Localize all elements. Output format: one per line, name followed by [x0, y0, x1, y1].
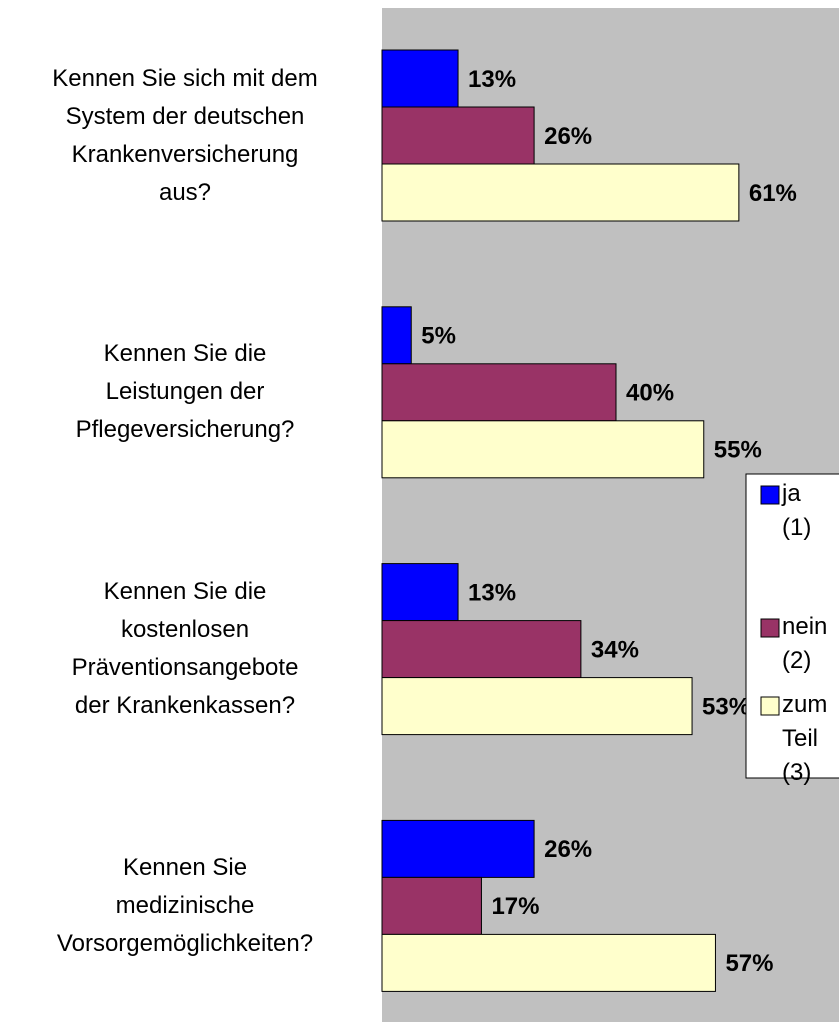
- value-label: 53%: [702, 693, 750, 720]
- legend-label-line: (3): [782, 759, 811, 786]
- bar: [381, 306, 412, 365]
- value-label: 57%: [725, 950, 773, 977]
- bar: [381, 49, 459, 108]
- bar: [381, 163, 740, 222]
- bar: [381, 363, 617, 422]
- value-label: 13%: [468, 66, 516, 93]
- category-label: Kennen Sie sich mit dem System der deuts…: [52, 64, 318, 206]
- bar: [381, 819, 535, 878]
- legend-swatch: [760, 696, 780, 716]
- category-label: Kennen Sie medizinische Vorsorgemöglichk…: [56, 853, 314, 957]
- value-label: 13%: [468, 579, 516, 606]
- value-label: 34%: [591, 636, 639, 663]
- legend-label: zum Teil (3): [782, 691, 827, 786]
- value-label: 61%: [749, 180, 797, 207]
- value-label: 26%: [544, 836, 592, 863]
- bar: [381, 677, 693, 736]
- legend-label: ja (1): [781, 480, 811, 541]
- legend-label-line: (2): [782, 647, 811, 674]
- value-label: 55%: [714, 437, 762, 464]
- legend-swatch: [760, 618, 780, 638]
- value-label: 5%: [421, 323, 456, 350]
- bar: [381, 876, 482, 935]
- category-label: Kennen Sie die Leistungen der Pflegevers…: [75, 340, 295, 444]
- legend-label-line: ja: [781, 480, 801, 507]
- category-label: Kennen Sie die kostenlosen Präventionsan…: [71, 578, 299, 720]
- value-label: 17%: [491, 893, 539, 920]
- legend-label-line: (1): [782, 514, 811, 541]
- legend-label-line: Teil: [782, 725, 818, 752]
- legend-label: nein (2): [782, 613, 827, 674]
- legend-label-line: nein: [782, 613, 827, 640]
- bar: [381, 106, 535, 165]
- bar: [381, 933, 716, 992]
- bar: [381, 563, 459, 622]
- legend-label-line: zum: [782, 691, 827, 718]
- legend: ja (1) nein (2) zum Teil (3): [745, 473, 839, 786]
- bar: [381, 420, 705, 479]
- value-label: 40%: [626, 380, 674, 407]
- bar: [381, 620, 582, 679]
- value-label: 26%: [544, 123, 592, 150]
- legend-swatch: [760, 485, 780, 505]
